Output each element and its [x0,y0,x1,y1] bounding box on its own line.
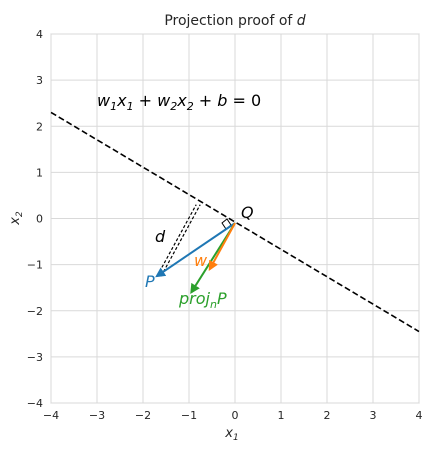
label-w: w [194,251,208,270]
boundary-equation: w1x1 + w2x2 + b = 0 [97,91,261,113]
x-tick-label: −1 [181,409,197,422]
y-tick-label: 1 [36,166,43,179]
x-tick-label: −4 [43,409,59,422]
distance-line-b [160,204,201,277]
distance-line-a [156,204,197,277]
y-tick-label: 4 [36,28,43,41]
chart-title: Projection proof of d [164,13,305,29]
y-tick-label: −4 [27,397,43,410]
x-tick-label: 2 [324,409,331,422]
y-tick-label: −1 [27,259,43,272]
label-projnP: projnP [178,289,227,311]
chart-title-text: Projection proof of [164,13,296,29]
x-tick-label: −2 [135,409,151,422]
x-tick-label: −3 [89,409,105,422]
y-tick-label: −3 [27,351,43,364]
y-axis-label: x2 [8,211,25,226]
x-tick-label: 0 [232,409,239,422]
y-tick-label: 2 [36,120,43,133]
y-tick-label: 0 [36,213,43,226]
tick-labels: −4 −3 −2 −1 0 1 2 3 4 −4 −3 −2 −1 0 1 2 3 4 [27,28,423,422]
x-tick-label: 4 [416,409,423,422]
x-tick-label: 1 [278,409,285,422]
x-tick-label: 3 [370,409,377,422]
label-Q: Q [241,203,254,222]
x-axis-label: x1 [224,426,238,443]
y-tick-label: −2 [27,305,43,318]
decision-boundary-line [50,111,420,333]
label-P: P [145,272,155,291]
grid [50,33,420,404]
distance-label: d [155,227,166,246]
y-tick-label: 3 [36,74,43,87]
chart-title-symbol: d [297,13,306,29]
vector-w [208,222,236,271]
vector-P [155,222,236,278]
